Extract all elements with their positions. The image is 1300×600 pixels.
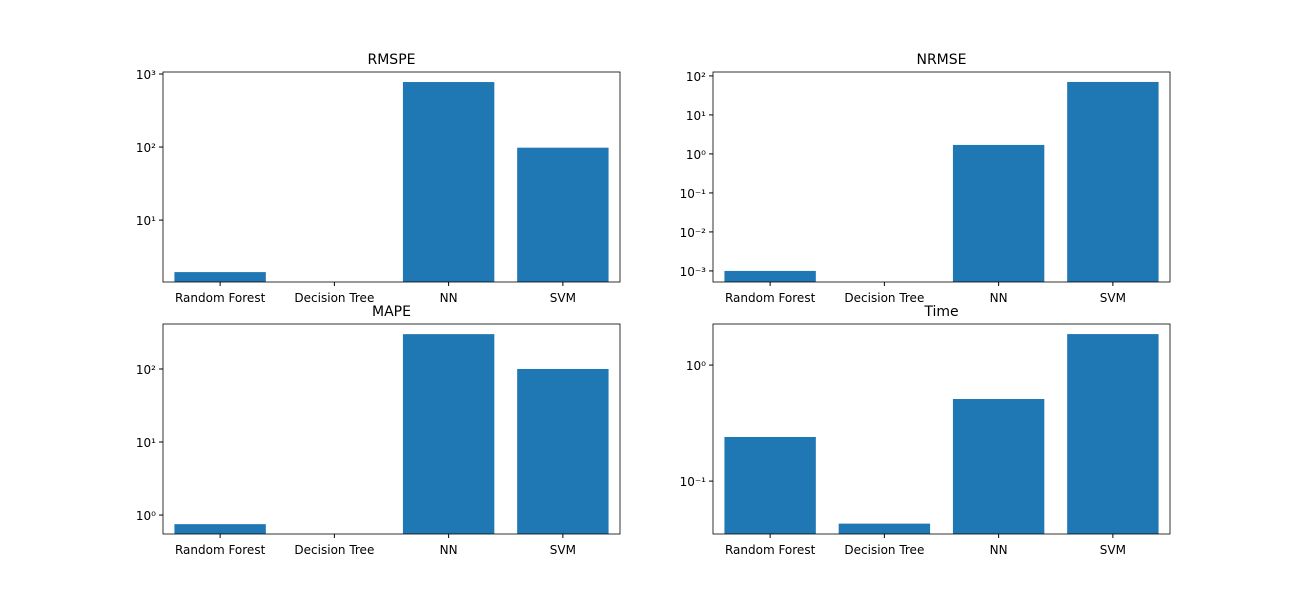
bar bbox=[952, 399, 1045, 534]
bar bbox=[517, 147, 609, 282]
subplot: Random Forest Decision Tree NN SVM 10⁻¹ 10⁰ Ti… bbox=[680, 304, 1171, 557]
chart-title: MAPE bbox=[372, 304, 411, 320]
chart-title: RMSPE bbox=[368, 52, 416, 68]
x-tick-label: Decision Tree bbox=[294, 291, 374, 305]
y-tick-label: 10¹ bbox=[136, 214, 156, 228]
axes-frame bbox=[712, 71, 1171, 283]
y-tick-label: 10⁰ bbox=[686, 359, 706, 373]
bar bbox=[1067, 81, 1159, 282]
x-tick-label: Decision Tree bbox=[844, 291, 924, 305]
bar bbox=[402, 334, 495, 534]
y-tick-label: 10¹ bbox=[686, 109, 706, 123]
y-tick-label: 10³ bbox=[136, 68, 156, 82]
x-tick-label: Random Forest bbox=[175, 543, 266, 557]
x-tick-label: SVM bbox=[1100, 543, 1126, 557]
bar bbox=[952, 144, 1045, 282]
bar bbox=[838, 523, 931, 534]
x-tick-label: NN bbox=[990, 291, 1008, 305]
bar bbox=[724, 270, 816, 282]
y-tick-label: 10⁻¹ bbox=[680, 475, 707, 489]
y-tick-label: 10⁻² bbox=[680, 226, 707, 240]
y-tick-label: 10² bbox=[136, 363, 156, 377]
x-tick-label: Random Forest bbox=[725, 543, 816, 557]
subplot: Random Forest Decision Tree NN SVM 10⁻³ 10⁻² 1… bbox=[680, 52, 1171, 305]
bars bbox=[724, 81, 1159, 282]
bar bbox=[174, 272, 266, 282]
y-tick-label: 10¹ bbox=[136, 436, 156, 450]
x-tick-label: SVM bbox=[1100, 291, 1126, 305]
axes-frame bbox=[712, 323, 1171, 535]
y-tick-label: 10⁰ bbox=[686, 148, 706, 162]
y-tick-label: 10² bbox=[686, 70, 706, 84]
axes-frame bbox=[162, 71, 621, 283]
y-tick-label: 10⁻³ bbox=[680, 265, 707, 279]
bar bbox=[724, 436, 816, 534]
bar bbox=[174, 524, 266, 534]
y-tick-label: 10² bbox=[136, 141, 156, 155]
chart-title: NRMSE bbox=[916, 52, 966, 68]
y-tick-label: 10⁻¹ bbox=[680, 187, 707, 201]
x-tick-label: Random Forest bbox=[725, 291, 816, 305]
bars bbox=[724, 334, 1159, 534]
y-tick-label: 10⁰ bbox=[136, 509, 156, 523]
bars bbox=[174, 82, 609, 282]
x-tick-label: Decision Tree bbox=[844, 543, 924, 557]
x-tick-label: SVM bbox=[550, 291, 576, 305]
chart-title: Time bbox=[923, 304, 958, 320]
subplot: Random Forest Decision Tree NN SVM 10¹ 10² 10³… bbox=[136, 52, 621, 305]
x-tick-label: Decision Tree bbox=[294, 543, 374, 557]
subplot: Random Forest Decision Tree NN SVM 10⁰ 10¹ 10²… bbox=[136, 304, 621, 557]
axes-frame bbox=[162, 323, 621, 535]
x-tick-label: Random Forest bbox=[175, 291, 266, 305]
bar bbox=[1067, 334, 1159, 534]
x-tick-label: NN bbox=[440, 291, 458, 305]
x-tick-label: NN bbox=[440, 543, 458, 557]
bars bbox=[174, 334, 609, 534]
x-tick-label: SVM bbox=[550, 543, 576, 557]
x-tick-label: NN bbox=[990, 543, 1008, 557]
bar bbox=[402, 82, 495, 282]
bar bbox=[517, 368, 609, 534]
